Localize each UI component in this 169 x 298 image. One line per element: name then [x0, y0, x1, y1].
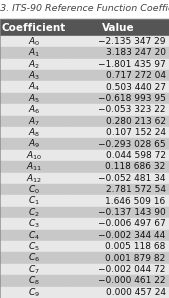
- Bar: [0, 127, 68, 138]
- Bar: [68, 36, 169, 47]
- Text: −1.801 435 97: −1.801 435 97: [98, 60, 166, 69]
- Text: −2.135 347 29: −2.135 347 29: [98, 37, 166, 46]
- Bar: [0, 264, 68, 275]
- Text: $A_{12}$: $A_{12}$: [26, 172, 42, 184]
- Text: $A_7$: $A_7$: [28, 115, 40, 128]
- Text: 0.107 152 24: 0.107 152 24: [106, 128, 166, 137]
- Bar: [68, 264, 169, 275]
- Text: 0.001 879 82: 0.001 879 82: [105, 254, 166, 263]
- Text: −0.293 028 65: −0.293 028 65: [98, 139, 166, 149]
- Bar: [0, 207, 68, 218]
- Text: $C_9$: $C_9$: [28, 286, 40, 298]
- Text: $C_7$: $C_7$: [28, 263, 40, 276]
- Text: $C_3$: $C_3$: [28, 218, 40, 230]
- Bar: [68, 161, 169, 173]
- Bar: [68, 138, 169, 150]
- Bar: [68, 59, 169, 70]
- Text: −0.052 481 34: −0.052 481 34: [98, 174, 166, 183]
- Bar: [68, 104, 169, 116]
- Bar: [0, 116, 68, 127]
- Bar: [0, 161, 68, 173]
- Text: 0.044 598 72: 0.044 598 72: [106, 151, 166, 160]
- Text: $A_6$: $A_6$: [28, 104, 40, 116]
- Text: 0.503 440 27: 0.503 440 27: [106, 83, 166, 91]
- Text: 0.000 457 24: 0.000 457 24: [106, 288, 166, 297]
- Bar: [0, 241, 68, 252]
- Bar: [68, 184, 169, 195]
- Bar: [68, 116, 169, 127]
- Bar: [68, 229, 169, 241]
- Text: $C_4$: $C_4$: [28, 229, 40, 242]
- Bar: [0, 184, 68, 195]
- Bar: [68, 241, 169, 252]
- Text: 0.005 118 68: 0.005 118 68: [105, 242, 166, 251]
- Bar: [0, 218, 68, 229]
- Text: −0.053 323 22: −0.053 323 22: [98, 105, 166, 114]
- Text: $A_{11}$: $A_{11}$: [26, 161, 42, 173]
- Text: −0.002 344 44: −0.002 344 44: [98, 231, 166, 240]
- Text: $C_5$: $C_5$: [28, 240, 40, 253]
- Bar: [0, 138, 68, 150]
- Text: 2.781 572 54: 2.781 572 54: [106, 185, 166, 194]
- Bar: [0, 36, 68, 47]
- Bar: [0, 19, 68, 36]
- Bar: [0, 150, 68, 161]
- Text: $A_8$: $A_8$: [28, 126, 40, 139]
- Bar: [0, 287, 68, 298]
- Bar: [68, 287, 169, 298]
- Text: −0.618 993 95: −0.618 993 95: [98, 94, 166, 103]
- Bar: [0, 70, 68, 81]
- Text: 3.183 247 20: 3.183 247 20: [106, 48, 166, 57]
- Text: $C_6$: $C_6$: [28, 252, 40, 264]
- Bar: [68, 252, 169, 264]
- Text: $A_9$: $A_9$: [28, 138, 40, 150]
- Bar: [0, 173, 68, 184]
- Bar: [0, 229, 68, 241]
- Bar: [68, 218, 169, 229]
- Text: 0.717 272 04: 0.717 272 04: [106, 71, 166, 80]
- Text: $A_{10}$: $A_{10}$: [26, 149, 42, 162]
- Bar: [68, 47, 169, 59]
- Text: $A_4$: $A_4$: [28, 81, 40, 93]
- Text: 0.280 213 62: 0.280 213 62: [106, 117, 166, 126]
- Text: −0.002 044 72: −0.002 044 72: [98, 265, 166, 274]
- Bar: [0, 275, 68, 287]
- Text: $A_2$: $A_2$: [28, 58, 40, 71]
- Bar: [68, 93, 169, 104]
- Text: −0.000 461 22: −0.000 461 22: [98, 277, 166, 285]
- Bar: [0, 93, 68, 104]
- Bar: [68, 70, 169, 81]
- Text: 1.646 509 16: 1.646 509 16: [105, 197, 166, 206]
- Text: $C_8$: $C_8$: [28, 275, 40, 287]
- Bar: [0, 104, 68, 116]
- Bar: [68, 195, 169, 207]
- Bar: [0, 47, 68, 59]
- Bar: [0, 195, 68, 207]
- Bar: [68, 81, 169, 93]
- Text: 0.118 686 32: 0.118 686 32: [105, 162, 166, 171]
- Text: −0.137 143 90: −0.137 143 90: [98, 208, 166, 217]
- Text: Table 3. ITS-90 Reference Function Coefficients: Table 3. ITS-90 Reference Function Coeff…: [0, 4, 169, 13]
- Bar: [68, 275, 169, 287]
- Bar: [0, 59, 68, 70]
- Bar: [68, 207, 169, 218]
- Bar: [68, 19, 169, 36]
- Text: −0.006 497 67: −0.006 497 67: [98, 219, 166, 228]
- Bar: [68, 173, 169, 184]
- Bar: [68, 127, 169, 138]
- Text: $A_1$: $A_1$: [28, 46, 40, 59]
- Text: $A_5$: $A_5$: [28, 92, 40, 105]
- Text: Coefficient: Coefficient: [2, 23, 66, 32]
- Text: $A_0$: $A_0$: [28, 35, 40, 48]
- Text: $C_2$: $C_2$: [28, 206, 40, 219]
- Text: $A_3$: $A_3$: [28, 69, 40, 82]
- Text: $C_0$: $C_0$: [28, 184, 40, 196]
- Bar: [68, 150, 169, 161]
- Bar: [0, 252, 68, 264]
- Bar: [0, 81, 68, 93]
- Text: Value: Value: [102, 23, 135, 32]
- Text: $C_1$: $C_1$: [28, 195, 40, 207]
